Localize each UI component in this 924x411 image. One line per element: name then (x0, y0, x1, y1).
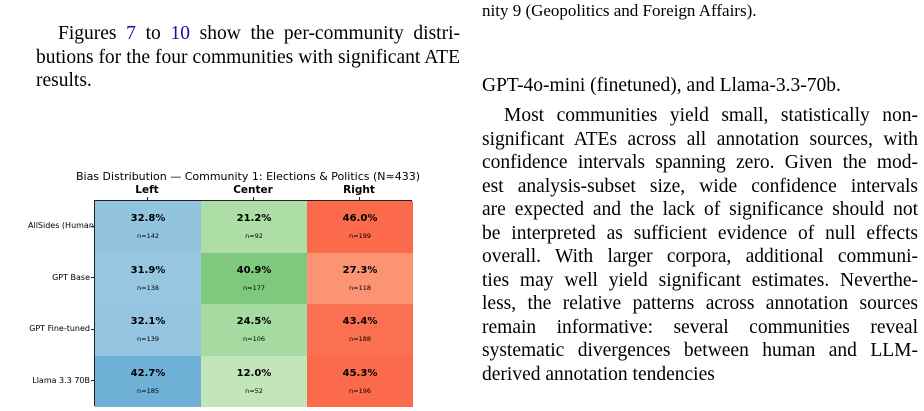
column-header-center: Center (233, 184, 273, 196)
paragraph-line: less, the relative patterns across annot… (482, 293, 918, 314)
heatmap-cell: 27.3% n=118 (307, 252, 413, 304)
text-fragment: butions for the four communities with si… (36, 46, 421, 68)
cell-percentage: 12.0% (236, 367, 272, 379)
cell-percentage: 32.1% (130, 316, 166, 328)
heatmap-cell: 24.5% n=106 (201, 304, 307, 356)
heatmap-cell: 43.4% n=188 (307, 304, 413, 356)
cell-percentage: 32.8% (130, 213, 166, 225)
heatmap-cell: 32.1% n=139 (95, 304, 201, 356)
cell-count: n=185 (137, 386, 159, 395)
paragraph-line: are expected and the lack of significanc… (482, 199, 918, 220)
figure-ref-10[interactable]: 10 (170, 23, 190, 44)
cell-percentage: 27.3% (342, 264, 378, 276)
left-column: Figures 7 to 10 show the per-community d… (28, 22, 468, 410)
text-fragment: show the per-community distri- (189, 23, 461, 44)
cell-count: n=118 (349, 283, 371, 292)
models-line: GPT-4o-mini (finetuned), and Llama-3.3-7… (482, 75, 841, 96)
text-fragment: ATE results. (36, 46, 460, 92)
y-tick (91, 277, 94, 278)
results-paragraph: Most communities yield small, statistica… (482, 104, 918, 386)
column-header-left: Left (135, 184, 159, 196)
row-label-gpt-fine-tuned: GPT Fine-tuned (29, 324, 90, 333)
cell-percentage: 46.0% (342, 213, 378, 225)
paragraph-line: Most communities yield small, statistica… (504, 105, 918, 126)
paragraph-line: derived annotation tendencies (482, 363, 715, 385)
cell-percentage: 31.9% (130, 264, 166, 276)
heatmap-cell: 40.9% n=177 (201, 252, 307, 304)
cell-count: n=142 (137, 232, 159, 241)
x-tick (147, 197, 148, 200)
figure-caption-tail: nity 9 (Geopolitics and Foreign Affairs)… (482, 1, 757, 20)
text-fragment: Figures (58, 23, 127, 44)
cell-percentage: 24.5% (236, 316, 272, 328)
cell-percentage: 21.2% (236, 213, 272, 225)
row-label-allsides: AllSides (Human) (28, 221, 98, 230)
column-header-right: Right (343, 184, 375, 196)
cell-count: n=106 (243, 335, 265, 344)
figure-ref-7[interactable]: 7 (126, 23, 136, 44)
heatmap-cell: 32.8% n=142 (95, 201, 201, 253)
paragraph-line: significant ATEs across all annotation s… (482, 128, 918, 150)
cell-count: n=139 (137, 335, 159, 344)
cell-percentage: 43.4% (342, 316, 378, 328)
heatmap-cell: 31.9% n=138 (95, 252, 201, 304)
paragraph-line: confidence intervals spanning zero. Give… (482, 152, 918, 173)
y-tick (91, 226, 94, 227)
paragraph-line: be interpreted as sufficient evidence of… (482, 222, 918, 244)
x-tick (253, 197, 254, 200)
row-label-gpt-base: GPT Base (52, 273, 90, 282)
cell-count: n=196 (349, 386, 371, 395)
heatmap-grid: 32.8% n=142 21.2% n=92 46.0% n=199 31.9% n=138 4… (94, 200, 413, 407)
cell-percentage: 42.7% (130, 367, 166, 379)
right-column: nity 9 (Geopolitics and Foreign Affairs)… (482, 0, 924, 411)
text-fragment: to (135, 23, 171, 44)
heatmap-cell: 46.0% n=199 (307, 201, 413, 253)
cell-count: n=52 (245, 386, 263, 395)
heatmap-cell: 45.3% n=196 (307, 355, 413, 407)
heatmap-cell: 21.2% n=92 (201, 201, 307, 253)
cell-count: n=188 (349, 335, 371, 344)
x-tick (359, 197, 360, 200)
cell-count: n=138 (137, 283, 159, 292)
cell-percentage: 40.9% (236, 264, 272, 276)
chart-title: Bias Distribution — Community 1: Electio… (75, 170, 421, 183)
paragraph-line: est analysis-subset size, wide confidenc… (482, 175, 918, 197)
cell-count: n=92 (245, 232, 263, 241)
intro-paragraph: Figures 7 to 10 show the per-community d… (36, 22, 460, 93)
bias-heatmap-chart: Bias Distribution — Community 1: Electio… (28, 170, 468, 410)
heatmap-cell: 12.0% n=52 (201, 355, 307, 407)
cell-percentage: 45.3% (342, 367, 378, 379)
y-tick (91, 380, 94, 381)
cell-count: n=199 (349, 232, 371, 241)
paragraph-line: systematic divergences between human and… (482, 340, 918, 361)
y-tick (91, 329, 94, 330)
heatmap-cell: 42.7% n=185 (95, 355, 201, 407)
cell-count: n=177 (243, 283, 265, 292)
paragraph-line: ties may well yield significant estimate… (482, 269, 918, 291)
paragraph-line: overall. With larger corpora, additional… (482, 246, 918, 267)
row-label-llama: Llama 3.3 70B (32, 376, 90, 385)
paragraph-line: remain informative: several communities … (482, 316, 918, 338)
